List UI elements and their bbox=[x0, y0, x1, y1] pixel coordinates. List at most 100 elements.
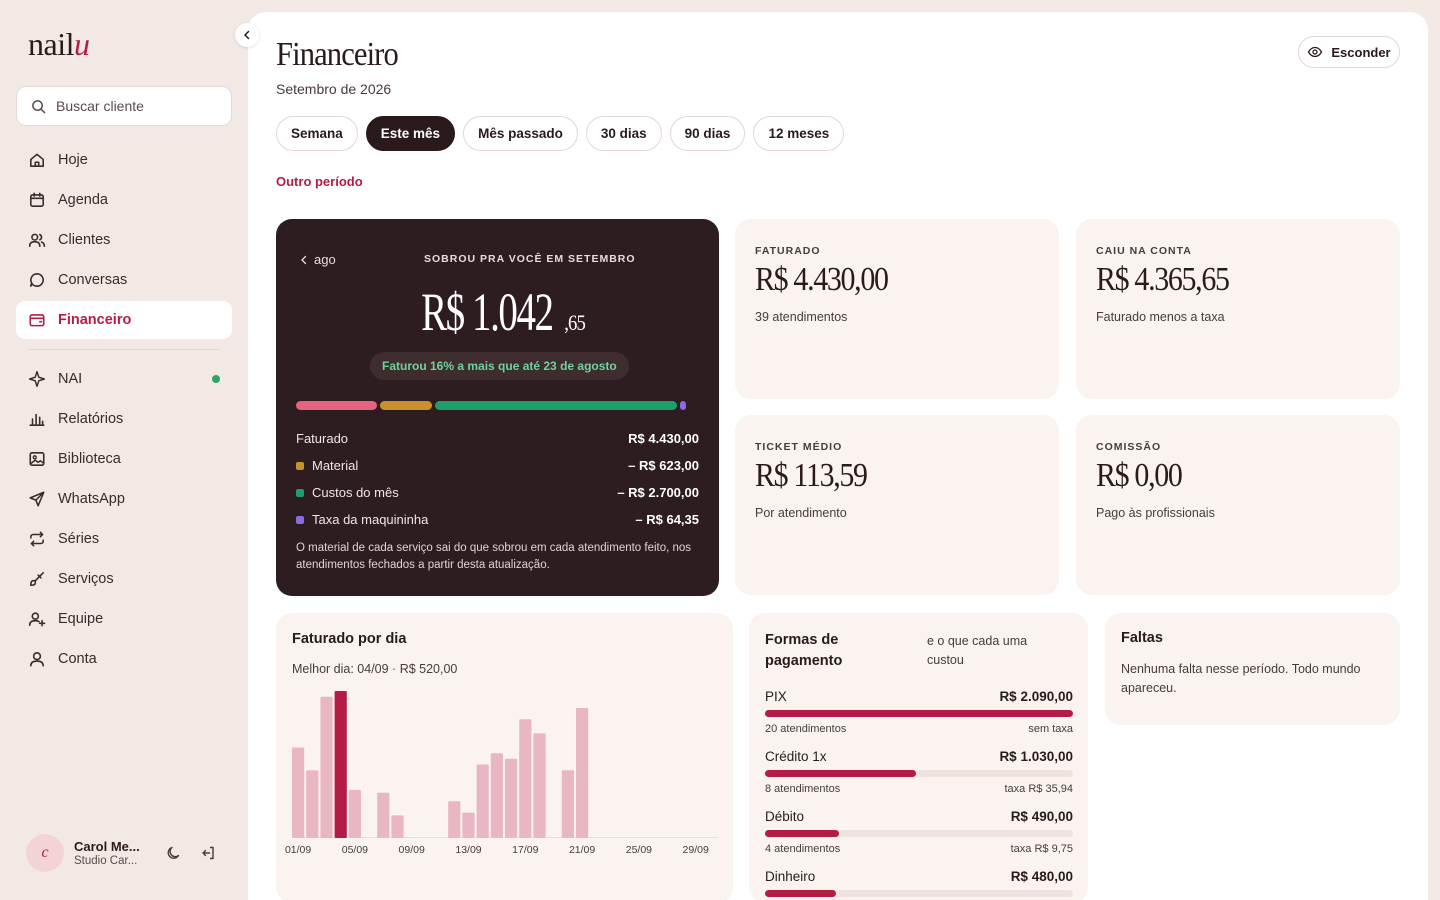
logo[interactable]: nailu bbox=[28, 26, 90, 62]
period-chip[interactable]: Este mês bbox=[365, 116, 456, 151]
user-card[interactable]: c Carol Me... Studio Car... bbox=[26, 834, 226, 872]
x-tick-label: 21/09 bbox=[568, 844, 596, 856]
period-chip[interactable]: 30 dias bbox=[585, 116, 662, 151]
legend-swatch bbox=[296, 515, 304, 524]
x-tick-label: 17/09 bbox=[512, 844, 539, 856]
sidebar-item-label: Equipe bbox=[58, 611, 104, 627]
sidebar-item-label: Serviços bbox=[58, 571, 114, 587]
stat-subtitle: Faturado menos a taxa bbox=[1096, 310, 1225, 324]
chart-bar[interactable] bbox=[490, 753, 503, 838]
send-icon bbox=[29, 491, 45, 507]
breakdown-value: – R$ 2.700,00 bbox=[617, 485, 699, 500]
payment-method-count: 20 atendimentos bbox=[765, 723, 847, 735]
chart-bar[interactable] bbox=[533, 733, 546, 838]
chart-bar[interactable] bbox=[505, 758, 518, 838]
missed-title: Faltas bbox=[1121, 630, 1163, 646]
daily-revenue-title: Faturado por dia bbox=[292, 631, 407, 647]
chart-bar[interactable] bbox=[576, 708, 589, 838]
payment-method-fee: taxa R$ 35,94 bbox=[1004, 783, 1074, 795]
sidebar-item-conta[interactable]: Conta bbox=[16, 640, 232, 678]
payment-method-label: Débito bbox=[765, 809, 805, 824]
chart-bar[interactable] bbox=[448, 801, 461, 838]
best-day-label: Melhor dia: 04/09 · R$ 520,00 bbox=[292, 662, 458, 676]
hero-label: SOBROU PRA VOCÊ EM SETEMBRO bbox=[424, 253, 636, 265]
hide-values-button[interactable]: Esconder bbox=[1298, 36, 1400, 68]
sidebar-item-biblioteca[interactable]: Biblioteca bbox=[16, 440, 232, 478]
stat-amount: R$ 0,00 bbox=[1096, 457, 1183, 494]
sidebar-item-label: Séries bbox=[58, 531, 100, 547]
collapse-sidebar-button[interactable] bbox=[235, 23, 259, 47]
chart-bar[interactable] bbox=[561, 770, 574, 838]
period-chip[interactable]: 12 meses bbox=[753, 116, 845, 151]
sidebar-item-servicos[interactable]: Serviços bbox=[16, 560, 232, 598]
sidebar-item-series[interactable]: Séries bbox=[16, 520, 232, 558]
payment-method-count: 8 atendimentos bbox=[765, 783, 841, 795]
hide-values-label: Esconder bbox=[1331, 44, 1391, 60]
chart-bar[interactable] bbox=[476, 764, 489, 839]
chart-bar[interactable] bbox=[377, 792, 390, 838]
wallet-icon bbox=[29, 314, 45, 327]
breakdown-row: Taxa da maquininha – R$ 64,35 bbox=[296, 506, 699, 533]
search-input[interactable] bbox=[56, 98, 216, 114]
sidebar-item-label: Financeiro bbox=[58, 312, 132, 328]
sidebar-item-relatorios[interactable]: Relatórios bbox=[16, 400, 232, 438]
logout-icon[interactable] bbox=[200, 845, 216, 861]
sidebar-item-nai[interactable]: NAI bbox=[16, 360, 232, 398]
x-tick-label: 13/09 bbox=[455, 844, 482, 856]
chart-bar[interactable] bbox=[334, 691, 347, 838]
total-label: Faturado bbox=[296, 431, 349, 446]
breakdown-label: Custos do mês bbox=[312, 485, 399, 500]
payment-methods-title: Formas de pagamento bbox=[765, 632, 843, 669]
chart-bar[interactable] bbox=[348, 789, 361, 838]
search-icon bbox=[32, 99, 46, 113]
payment-method-value: R$ 480,00 bbox=[1010, 869, 1073, 884]
x-tick-label: 25/09 bbox=[625, 844, 653, 856]
sidebar-item-agenda[interactable]: Agenda bbox=[16, 181, 232, 219]
chart-bar[interactable] bbox=[306, 770, 319, 838]
sidebar-item-hoje[interactable]: Hoje bbox=[16, 141, 232, 179]
other-period-link[interactable]: Outro período bbox=[276, 174, 363, 189]
period-chip[interactable]: 90 dias bbox=[669, 116, 746, 151]
payment-share-bar bbox=[765, 710, 1073, 717]
search-box[interactable] bbox=[16, 86, 232, 126]
chart-bar[interactable] bbox=[292, 747, 305, 839]
chart-bar[interactable] bbox=[320, 696, 333, 838]
chart-bar[interactable] bbox=[462, 812, 475, 838]
moon-icon[interactable] bbox=[166, 845, 182, 861]
sidebar: nailu Hoje Agenda Clientes Conversas Finance… bbox=[0, 0, 259, 900]
missed-text: Nenhuma falta nesse período. Todo mundo … bbox=[1121, 662, 1361, 695]
sidebar-item-equipe[interactable]: Equipe bbox=[16, 600, 232, 638]
avatar: c bbox=[26, 834, 64, 872]
stat-card: COMISSÃO R$ 0,00 Pago às profissionais bbox=[1076, 415, 1400, 595]
x-tick-label: 01/09 bbox=[284, 844, 312, 856]
breakdown-segment bbox=[296, 401, 377, 410]
sidebar-item-clientes[interactable]: Clientes bbox=[16, 221, 232, 259]
payment-share-bar bbox=[765, 830, 1073, 837]
payment-method-label: Dinheiro bbox=[765, 869, 816, 884]
payment-share-fill bbox=[765, 830, 839, 837]
sidebar-item-financeiro[interactable]: Financeiro bbox=[16, 301, 232, 339]
period-chip[interactable]: Mês passado bbox=[463, 116, 578, 151]
period-chip[interactable]: Semana bbox=[276, 116, 358, 151]
user-icon bbox=[30, 652, 44, 667]
breakdown-rows: Faturado R$ 4.430,00 Material – R$ 623,00… bbox=[296, 425, 699, 533]
stat-label: CAIU NA CONTA bbox=[1096, 245, 1192, 257]
sidebar-item-label: WhatsApp bbox=[58, 491, 125, 507]
chat-icon bbox=[30, 273, 44, 287]
payment-method-fee: taxa R$ 9,75 bbox=[1010, 843, 1073, 855]
payment-share-fill bbox=[765, 770, 916, 777]
previous-month-button[interactable]: ago bbox=[300, 252, 336, 267]
chart-bar[interactable] bbox=[519, 719, 532, 838]
chart-bar[interactable] bbox=[391, 815, 404, 838]
payment-share-bar bbox=[765, 890, 1073, 897]
stat-card: CAIU NA CONTA R$ 4.365,65 Faturado menos a… bbox=[1076, 219, 1400, 399]
payment-share-fill bbox=[765, 710, 1073, 717]
bar-chart-icon bbox=[29, 413, 45, 426]
sidebar-item-whatsapp[interactable]: WhatsApp bbox=[16, 480, 232, 518]
previous-month-label: ago bbox=[314, 252, 336, 267]
sidebar-item-conversas[interactable]: Conversas bbox=[16, 261, 232, 299]
payment-method-row: Débito R$ 490,00 4 atendimentos taxa R$ 9,7… bbox=[765, 809, 1073, 855]
payment-method-value: R$ 1.030,00 bbox=[999, 749, 1073, 764]
x-tick-label: 09/09 bbox=[398, 844, 425, 856]
calendar-icon bbox=[30, 192, 44, 207]
